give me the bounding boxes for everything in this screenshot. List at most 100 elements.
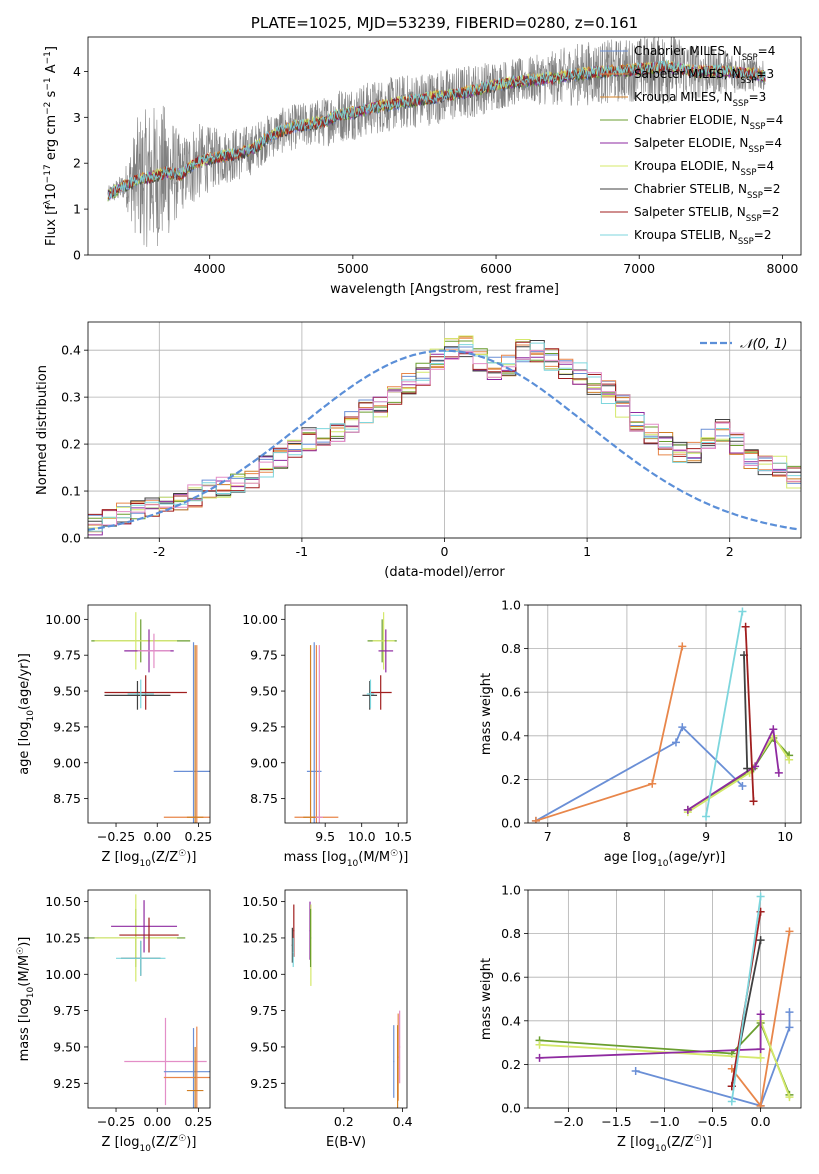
series-marker-chabrier_miles xyxy=(631,1066,640,1075)
plot-content xyxy=(88,335,801,536)
legend-sub: SSP xyxy=(741,76,757,86)
label-part: (Z/Z xyxy=(151,1135,178,1150)
label-part: age [log xyxy=(17,722,32,775)
label-part: −1 xyxy=(43,77,53,90)
plot-age_vs_Z: −0.25 0.00 0.25 8.75 9.00 9.25 9.50 9.75 10.00 Z … xyxy=(17,604,212,869)
series-line-chabrier_miles xyxy=(535,725,744,822)
label-part: 10 xyxy=(26,986,36,998)
y-axis-label: age [log10(age/yr)] xyxy=(17,653,36,775)
legend-text: Salpeter ELODIE, N xyxy=(634,136,748,150)
label-part: ] xyxy=(44,46,59,51)
label-part: )] xyxy=(17,937,32,947)
legend-text: Salpeter STELIB, N xyxy=(634,205,746,219)
y-tick-label: 9.25 xyxy=(250,719,278,734)
series-marker-salpeter_stelib xyxy=(741,622,750,631)
label-part: erg cm xyxy=(44,115,59,164)
series-marker-chabrier_stelib xyxy=(756,936,765,945)
x-tick-label: 8000 xyxy=(766,261,798,276)
x-tick-label: -1 xyxy=(296,544,308,559)
series-marker-salpeter_elodie xyxy=(756,1045,765,1054)
y-tick-label: 3 xyxy=(73,110,81,125)
axes-frame xyxy=(284,604,408,824)
series-line-chabrier_stelib xyxy=(743,655,749,769)
model-line-kroupa_stelib xyxy=(107,58,766,200)
legend-tail: =4 xyxy=(764,136,782,150)
y-tick-label: 0.8 xyxy=(501,641,521,656)
series-marker-kroupa_elodie xyxy=(785,755,794,764)
legend-text: Kroupa MILES, N xyxy=(634,90,733,104)
label-part: ☉ xyxy=(178,849,186,859)
plot-spectrum: 4000 5000 6000 7000 8000 0 1 2 3 4 wavelength [Ang… xyxy=(43,14,802,297)
legend-text: Salpeter MILES, N xyxy=(634,67,741,81)
y-tick-label: 0.4 xyxy=(61,343,81,358)
plot-content xyxy=(291,901,401,1108)
label-part: (M/M xyxy=(17,955,32,987)
legend-text: Kroupa ELODIE, N xyxy=(634,159,741,173)
plot-mass_vs_Z: −0.25 0.00 0.25 9.25 9.50 9.75 10.00 10.25 10.50… xyxy=(16,889,212,1154)
series-marker-salpeter_miles xyxy=(531,816,540,823)
label-part: 10 xyxy=(347,859,359,869)
series-marker-salpeter_stelib xyxy=(749,797,758,806)
x-axis-label: (data-model)/error xyxy=(384,565,505,580)
label-part: Z [log xyxy=(617,1135,655,1150)
legend-tail: =4 xyxy=(758,44,776,58)
x-tick-label: 5000 xyxy=(337,261,369,276)
plot-content xyxy=(91,612,210,823)
x-tick-label: 0.2 xyxy=(334,1114,354,1129)
series-marker-salpeter_miles xyxy=(678,642,687,651)
series-marker-chabrier_miles xyxy=(678,723,687,732)
y-tick-label: 9.75 xyxy=(53,1003,81,1018)
y-tick-label: 9.50 xyxy=(250,684,278,699)
plot-content xyxy=(294,612,397,823)
legend-entry: Chabrier ELODIE, NSSP=4 xyxy=(634,113,783,132)
x-tick-label: 9 xyxy=(702,829,710,844)
series-marker-chabrier_miles xyxy=(671,738,680,747)
y-tick-label: 0.0 xyxy=(61,531,81,546)
series-marker-chabrier_miles xyxy=(738,781,747,790)
plot-residuals: -2 -1 0 1 2 0.0 0.1 0.2 0.3 0.4 (data-model)/error… xyxy=(35,321,802,580)
y-tick-label: 10.00 xyxy=(242,967,278,982)
x-tick-label: 7 xyxy=(544,829,552,844)
label-part: Z [log xyxy=(102,1135,140,1150)
hist-pink xyxy=(88,350,801,526)
y-tick-label: 1 xyxy=(73,202,81,217)
legend-sub: SSP xyxy=(742,53,758,63)
legend-entry-gauss: 𝒩(0, 1) xyxy=(740,337,787,352)
legend-entry: Salpeter ELODIE, NSSP=4 xyxy=(634,136,782,155)
y-axis-label: mass [log10(M/M☉)] xyxy=(16,937,36,1062)
label-part: 10 xyxy=(26,710,36,722)
y-tick-label: 1.0 xyxy=(501,883,521,898)
x-tick-label: 0.0 xyxy=(751,1114,771,1129)
label-part: mass [log xyxy=(284,850,347,865)
series-marker-kroupa_elodie xyxy=(756,1053,765,1062)
series-marker-kroupa_elodie xyxy=(535,1040,544,1049)
label-part: 10 xyxy=(139,859,151,869)
label-part: −17 xyxy=(43,164,53,183)
series-marker-salpeter_elodie xyxy=(769,725,778,734)
legend-sub: SSP xyxy=(746,214,762,224)
legend-text: Chabrier ELODIE, N xyxy=(634,113,750,127)
series-line-salpeter_stelib xyxy=(744,626,755,802)
hist-kroupa_stelib xyxy=(88,342,801,532)
label-part: )] xyxy=(398,850,408,865)
y-tick-label: 10.00 xyxy=(45,612,81,627)
legend-entry: Salpeter STELIB, NSSP=2 xyxy=(634,205,779,224)
legend-text: Chabrier MILES, N xyxy=(634,44,742,58)
axes-frame xyxy=(87,604,211,824)
label-part: 10 xyxy=(139,1144,151,1154)
legend-entry: Chabrier STELIB, NSSP=2 xyxy=(634,182,781,201)
legend-tail: =4 xyxy=(756,159,774,173)
x-tick-label: 4000 xyxy=(194,261,226,276)
series-marker-salpeter_elodie xyxy=(535,1053,544,1062)
gaussian-curve xyxy=(88,349,799,531)
x-axis-label: E(B-V) xyxy=(326,1135,366,1150)
label-part: s xyxy=(44,90,59,101)
y-tick-label: 9.25 xyxy=(53,1076,81,1091)
legend-entry: Kroupa MILES, NSSP=3 xyxy=(634,90,766,109)
label-part: (age/yr)] xyxy=(17,653,32,710)
label-part: 10 xyxy=(657,859,669,869)
y-tick-label: 0.2 xyxy=(501,772,521,787)
y-tick-label: 9.75 xyxy=(250,1003,278,1018)
